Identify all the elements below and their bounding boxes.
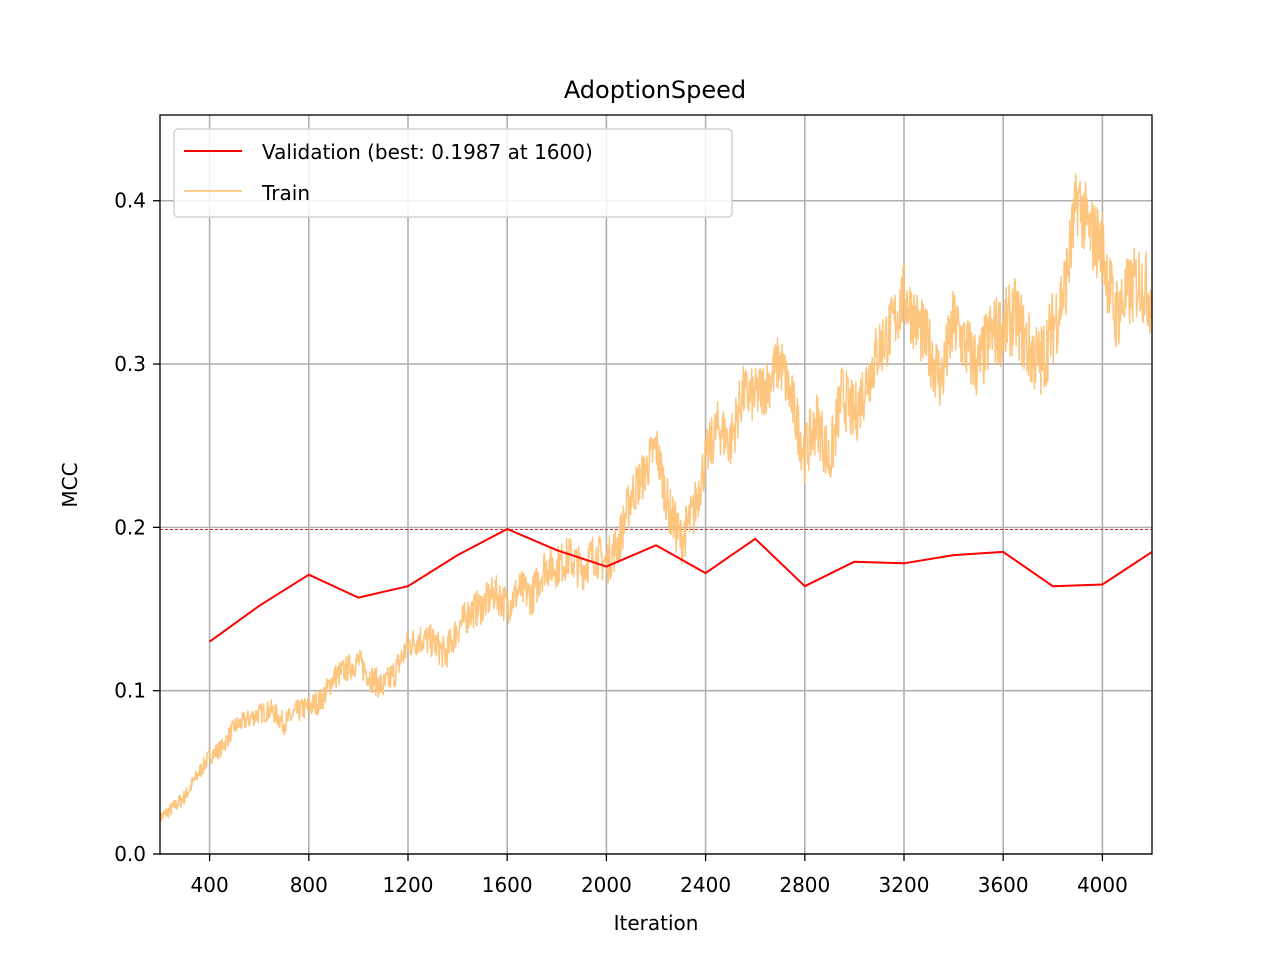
y-tick-label: 0.3	[114, 352, 146, 376]
series-line-validation	[209, 528, 1152, 643]
y-tick-label: 0.4	[114, 189, 146, 213]
legend-label-train: Train	[261, 181, 310, 205]
legend-box	[173, 128, 733, 218]
x-tick-label: 400	[191, 873, 229, 897]
y-tick-label: 0.1	[114, 679, 146, 703]
x-tick-label: 1200	[383, 873, 434, 897]
x-tick-label: 4000	[1077, 873, 1128, 897]
x-tick-label: 2000	[581, 873, 632, 897]
series-line-train	[160, 173, 1152, 825]
legend: Validation (best: 0.1987 at 1600) Train	[173, 128, 733, 218]
x-tick-label: 2400	[680, 873, 731, 897]
y-tick-label: 0.0	[114, 842, 146, 866]
x-axis-title: Iteration	[614, 911, 699, 935]
x-tick-label: 800	[290, 873, 328, 897]
x-tick-label: 1600	[482, 873, 533, 897]
x-tick-label: 3600	[978, 873, 1029, 897]
x-tick-label: 3200	[879, 873, 930, 897]
plot-frame	[159, 114, 1153, 855]
chart-title: AdoptionSpeed	[564, 76, 746, 104]
y-axis-title: MCC	[58, 462, 82, 507]
y-tick-label: 0.2	[114, 515, 146, 539]
legend-label-validation: Validation (best: 0.1987 at 1600)	[262, 140, 593, 164]
x-tick-label: 2800	[779, 873, 830, 897]
